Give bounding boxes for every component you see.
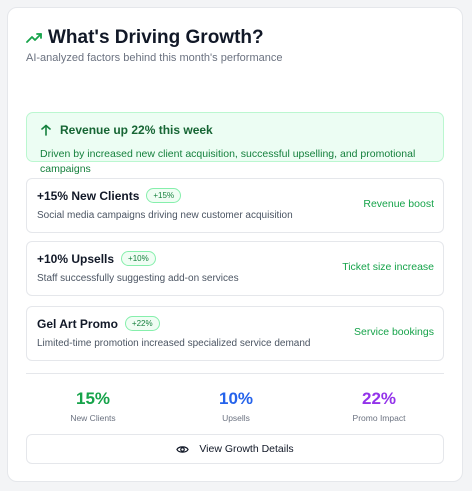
card-header: What's Driving Growth? bbox=[26, 27, 264, 49]
factor-description: Staff successfully suggesting add-on ser… bbox=[37, 273, 239, 284]
factor-impact: Service bookings bbox=[354, 326, 434, 338]
factor-impact: Revenue boost bbox=[363, 198, 434, 210]
factor-upsells[interactable]: +10% Upsells +10% Staff successfully sug… bbox=[26, 241, 444, 296]
view-growth-details-button[interactable]: View Growth Details bbox=[26, 434, 444, 464]
stat-upsells: 10% Upsells bbox=[176, 389, 296, 423]
factor-description: Social media campaigns driving new custo… bbox=[37, 210, 293, 221]
growth-card: What's Driving Growth? AI-analyzed facto… bbox=[7, 7, 463, 482]
stat-new-clients: 15% New Clients bbox=[33, 389, 153, 423]
stat-value: 15% bbox=[75, 389, 111, 408]
factor-badge: +15% bbox=[146, 188, 182, 203]
factor-description: Limited-time promotion increased special… bbox=[37, 338, 311, 349]
factor-gel-art-promo[interactable]: Gel Art Promo +22% Limited-time promotio… bbox=[26, 306, 444, 361]
factor-impact: Ticket size increase bbox=[342, 261, 434, 273]
factor-title: +10% Upsells bbox=[37, 251, 115, 266]
divider bbox=[26, 373, 444, 374]
factor-badge: +22% bbox=[124, 316, 160, 331]
factor-new-clients[interactable]: +15% New Clients +15% Social media campa… bbox=[26, 178, 444, 233]
stat-label: New Clients bbox=[70, 413, 116, 423]
view-growth-details-label: View Growth Details bbox=[199, 443, 294, 455]
trending-up-icon bbox=[26, 30, 42, 46]
page-title: What's Driving Growth? bbox=[48, 27, 264, 48]
eye-icon bbox=[176, 443, 190, 456]
revenue-highlight: Revenue up 22% this week Driven by incre… bbox=[26, 112, 444, 175]
factor-badge: +10% bbox=[121, 251, 156, 266]
arrow-up-icon bbox=[40, 124, 52, 136]
stat-label: Promo Impact bbox=[352, 413, 406, 423]
highlight-headline-row: Revenue up 22% this week bbox=[40, 123, 213, 137]
page-subtitle: AI-analyzed factors behind this month's … bbox=[26, 52, 283, 64]
highlight-headline: Revenue up 22% this week bbox=[60, 123, 213, 137]
factor-title: Gel Art Promo bbox=[37, 316, 118, 331]
stat-promo-impact: 22% Promo Impact bbox=[319, 389, 439, 423]
stat-value: 22% bbox=[361, 389, 397, 408]
stat-value: 10% bbox=[218, 389, 254, 408]
highlight-description: Driven by increased new client acquisiti… bbox=[40, 148, 416, 175]
stat-label: Upsells bbox=[222, 413, 250, 423]
factor-title: +15% New Clients bbox=[37, 188, 140, 203]
